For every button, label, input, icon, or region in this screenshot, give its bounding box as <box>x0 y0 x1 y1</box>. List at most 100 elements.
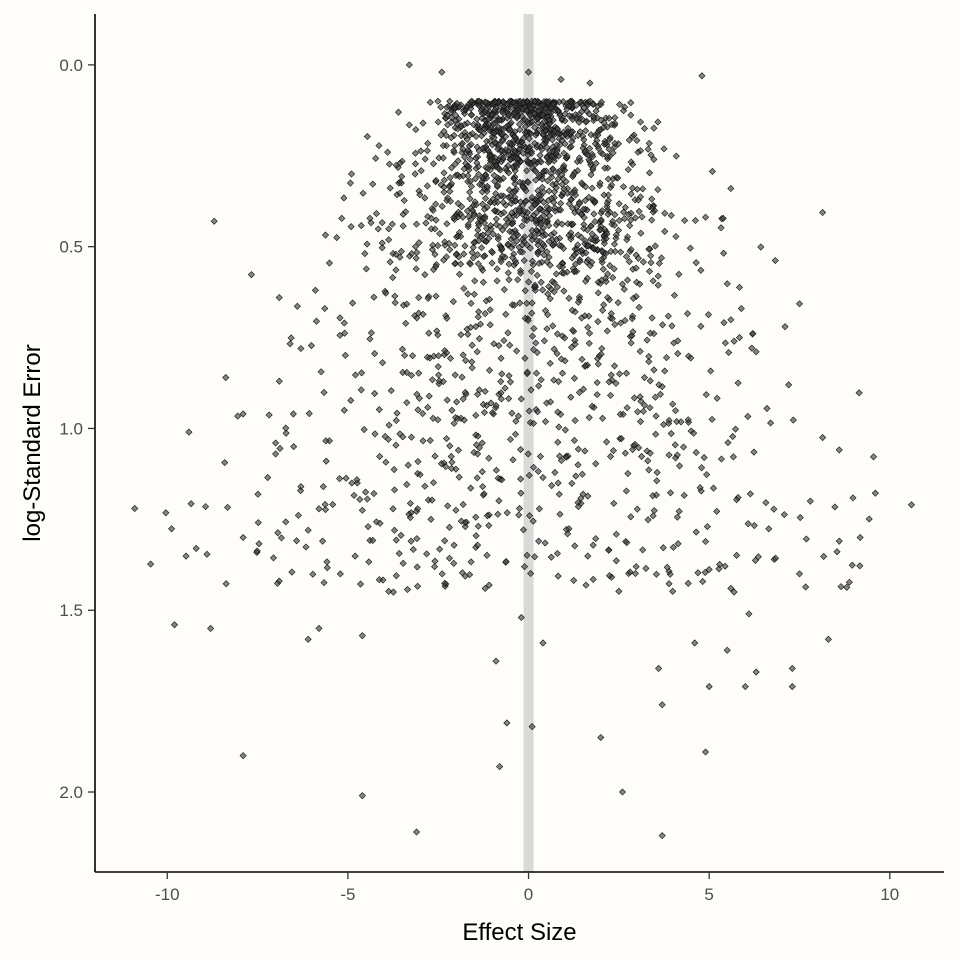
scatter-point <box>411 170 419 178</box>
scatter-point <box>481 584 489 592</box>
scatter-point <box>557 199 565 207</box>
scatter-point <box>698 464 706 472</box>
scatter-point <box>620 107 628 115</box>
scatter-point <box>265 411 273 419</box>
scatter-point <box>475 222 483 230</box>
scatter-point <box>547 398 555 406</box>
scatter-point <box>450 147 458 155</box>
scatter-point <box>474 121 482 129</box>
x-tick-label: 0 <box>524 885 533 904</box>
scatter-point <box>651 242 659 250</box>
scatter-point <box>643 336 651 344</box>
scatter-point <box>600 119 608 127</box>
scatter-point <box>408 250 416 258</box>
scatter-point <box>475 102 483 110</box>
scatter-point <box>521 354 529 362</box>
scatter-point <box>488 409 496 417</box>
scatter-point <box>534 141 542 149</box>
scatter-point <box>647 259 655 267</box>
scatter-point <box>569 204 577 212</box>
scatter-point <box>849 494 857 502</box>
scatter-point <box>478 188 486 196</box>
scatter-point <box>615 216 623 225</box>
scatter-point <box>757 243 765 251</box>
scatter-point <box>403 399 411 407</box>
scatter-point <box>666 570 674 578</box>
y-tick-label: 0.0 <box>59 56 83 75</box>
scatter-point <box>147 560 155 568</box>
scatter-point <box>454 171 462 179</box>
scatter-point <box>451 241 459 249</box>
scatter-point <box>338 214 346 222</box>
y-axis-title: log-Standard Error <box>19 344 46 541</box>
scatter-point <box>610 221 619 229</box>
scatter-point <box>524 450 532 458</box>
scatter-point <box>475 97 483 105</box>
scatter-point <box>466 195 474 203</box>
scatter-point <box>282 424 290 432</box>
scatter-point <box>622 252 630 261</box>
scatter-point <box>336 475 344 483</box>
scatter-point <box>833 548 841 556</box>
scatter-point <box>604 175 612 183</box>
scatter-point <box>433 327 441 335</box>
scatter-point <box>530 232 538 241</box>
scatter-point <box>648 216 656 224</box>
scatter-point <box>562 453 570 461</box>
scatter-point <box>536 151 544 159</box>
scatter-point <box>781 323 789 331</box>
scatter-point <box>522 197 530 205</box>
scatter-point <box>407 537 415 545</box>
scatter-point <box>385 587 393 595</box>
scatter-point <box>611 114 619 122</box>
scatter-point <box>538 245 546 253</box>
scatter-point <box>224 503 232 511</box>
scatter-point <box>407 433 416 441</box>
scatter-point <box>579 385 587 393</box>
scatter-point <box>555 423 563 431</box>
scatter-point <box>648 314 656 322</box>
scatter-point <box>620 208 628 216</box>
scatter-point <box>404 461 412 469</box>
scatter-point <box>360 426 368 434</box>
scatter-point <box>397 247 405 255</box>
scatter-point <box>575 118 583 126</box>
scatter-point <box>474 313 482 321</box>
scatter-point <box>574 241 582 249</box>
scatter-point <box>545 108 553 116</box>
scatter-point <box>667 430 675 438</box>
scatter-point <box>505 395 513 403</box>
scatter-point <box>543 154 551 162</box>
scatter-point <box>491 199 499 207</box>
scatter-point <box>485 120 493 129</box>
scatter-point <box>532 369 541 377</box>
scatter-point <box>772 554 780 562</box>
scatter-point <box>708 415 716 423</box>
scatter-point <box>646 449 654 457</box>
scatter-point <box>403 585 412 594</box>
scatter-point <box>273 579 281 587</box>
scatter-point <box>626 568 634 576</box>
scatter-point <box>647 151 655 159</box>
scatter-point <box>371 390 379 398</box>
scatter-point <box>482 194 490 202</box>
scatter-point <box>674 350 682 358</box>
scatter-point <box>441 579 449 587</box>
scatter-point <box>512 417 520 425</box>
scatter-point <box>471 277 479 285</box>
scatter-point <box>415 369 423 377</box>
scatter-point <box>390 466 398 474</box>
scatter-point <box>607 391 615 399</box>
scatter-point <box>523 241 531 249</box>
scatter-point <box>552 180 560 188</box>
scatter-point <box>574 499 582 507</box>
scatter-point <box>589 541 597 549</box>
scatter-point <box>461 242 469 250</box>
scatter-point <box>574 167 582 175</box>
scatter-point <box>612 379 620 387</box>
scatter-point <box>372 154 380 162</box>
scatter-point <box>485 454 493 462</box>
scatter-point <box>515 145 524 153</box>
points-layer <box>131 61 916 840</box>
scatter-point <box>575 295 584 303</box>
